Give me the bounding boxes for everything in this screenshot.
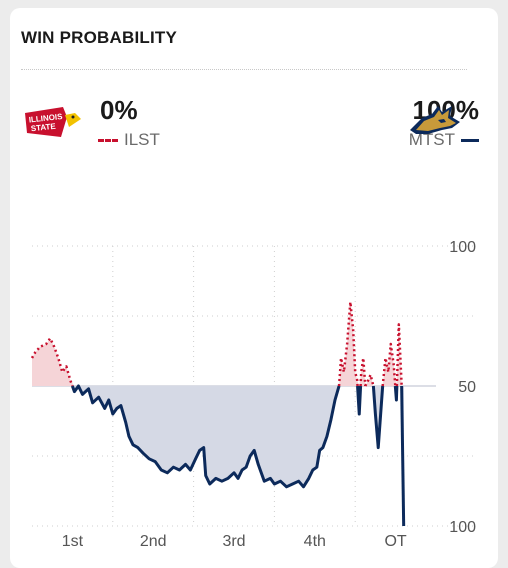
chart-lines — [30, 300, 406, 527]
home-line-segment-1 — [70, 384, 341, 489]
chart-fills — [32, 302, 404, 526]
home-legend-swatch — [461, 138, 479, 142]
y-tick-label-1: 50 — [458, 379, 476, 396]
away-abbr: ILST — [124, 130, 160, 149]
illinois-state-logo: ILLINOIS STATE — [25, 107, 81, 137]
x-tick-label-4th: 4th — [304, 533, 326, 550]
home-abbr: MTST — [408, 130, 455, 149]
away-line-segment-0 — [30, 337, 74, 387]
x-axis-ticks: 1st 2nd 3rd 4th OT — [62, 533, 407, 550]
home-line-segment-9 — [393, 385, 399, 402]
home-legend: MTST — [409, 130, 479, 150]
page-title: WIN PROBABILITY — [21, 28, 177, 47]
y-axis-ticks: 100 50 100 — [449, 239, 476, 536]
home-line-segment-11 — [400, 385, 406, 527]
home-area-fill — [32, 386, 404, 526]
home-line-segment-3 — [356, 385, 363, 416]
svg-text:ILLINOIS: ILLINOIS — [28, 112, 63, 125]
away-legend-swatch — [98, 138, 118, 142]
y-tick-label-2: 100 — [449, 519, 476, 536]
x-tick-label-1st: 1st — [62, 533, 84, 550]
away-line-segment-10 — [395, 323, 403, 387]
montana-state-bobcat-logo — [410, 106, 460, 134]
win-probability-card — [10, 8, 498, 568]
away-win-pct: 0% — [100, 95, 138, 125]
away-legend: ILST — [98, 130, 160, 150]
x-tick-label-2nd: 2nd — [140, 533, 167, 550]
x-tick-label-3rd: 3rd — [222, 533, 245, 550]
away-line-segment-4 — [359, 356, 367, 387]
away-line-segment-8 — [381, 342, 397, 387]
divider — [21, 69, 467, 70]
y-tick-label-0: 100 — [449, 239, 476, 256]
home-line-segment-7 — [371, 385, 385, 450]
svg-text:STATE: STATE — [30, 122, 56, 134]
x-tick-label-ot: OT — [384, 533, 406, 550]
